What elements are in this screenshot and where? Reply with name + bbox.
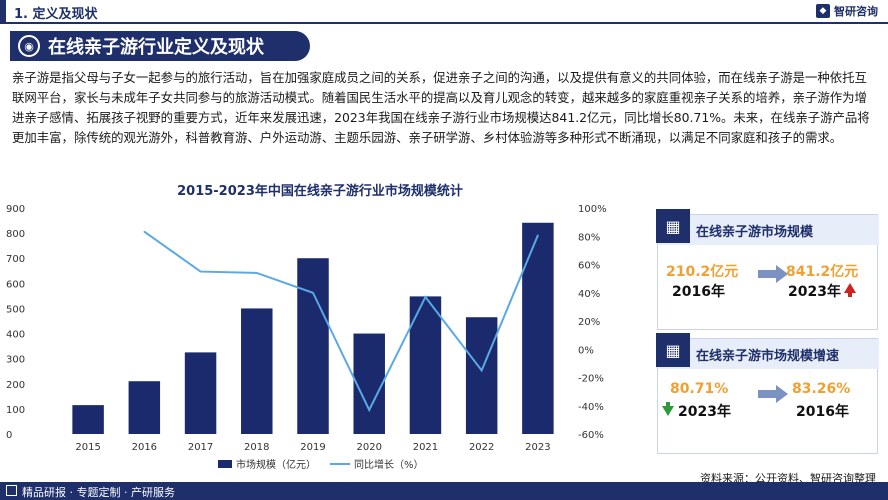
line-point: [312, 291, 314, 294]
down-arrow-stem: [666, 402, 670, 406]
growth-line: [143, 230, 539, 413]
x-tick-label: 2015: [75, 442, 100, 453]
x-tick-label: 2019: [300, 442, 325, 453]
y-right-tick-label: -60%: [578, 430, 604, 441]
stat-value: 210.2亿元: [666, 264, 739, 280]
y-right-tick-label: 60%: [578, 261, 600, 272]
y-left-tick-label: 200: [6, 380, 25, 391]
line-point: [424, 296, 427, 298]
chart-icon: ▦: [656, 209, 690, 243]
title-target-icon: ◉: [18, 35, 40, 57]
x-tick-label: 2021: [413, 442, 438, 453]
bar: [184, 352, 217, 434]
y-left-tick-label: 900: [6, 204, 25, 215]
x-tick-label: 2022: [469, 442, 494, 453]
bar: [353, 333, 385, 434]
bar: [297, 258, 329, 434]
footer-icon: [6, 485, 17, 496]
card-market-scale: ▦ 在线亲子游市场规模 210.2亿元 2016年 841.2亿元 2023年: [656, 209, 879, 330]
page-title: 在线亲子游行业定义及现状: [48, 37, 264, 58]
y-left-tick-label: 500: [6, 304, 25, 315]
card-growth-rate: ▦ 在线亲子游市场规模增速 80.71% 2023年 83.26% 2016年: [656, 333, 879, 454]
source-note: 资料来源：公开资料、智研咨询整理: [700, 472, 876, 485]
legend-bar-swatch: [218, 460, 232, 468]
x-tick-label: 2016: [132, 442, 157, 453]
bar: [465, 317, 498, 434]
y-right-tick-label: 100%: [578, 204, 607, 215]
bar: [241, 308, 273, 434]
up-arrow-icon: [844, 283, 856, 293]
y-left-tick-label: 0: [6, 430, 12, 441]
line-point: [480, 369, 483, 372]
section-label: 1. 定义及现状: [14, 7, 98, 22]
card-header: ▦ 在线亲子游市场规模: [656, 209, 879, 245]
legend-bar-label: 市场规模（亿元）: [236, 458, 316, 471]
y-left-tick-label: 600: [6, 279, 25, 290]
stat-value: 83.26%: [792, 381, 851, 397]
footer-text: 精品研报 · 专题定制 · 产研服务: [22, 486, 175, 499]
legend-line-label: 同比增长（%）: [354, 458, 424, 471]
stat-year: 2016年: [672, 284, 725, 300]
chart-icon: ▦: [656, 333, 690, 367]
up-arrow-stem: [848, 293, 852, 297]
x-tick-label: 2020: [356, 442, 381, 453]
stat-year: 2023年: [788, 284, 841, 300]
line-point: [537, 234, 539, 237]
stat-year: 2023年: [678, 404, 731, 420]
y-right-tick-label: 40%: [578, 289, 600, 300]
market-size-chart: 0 100 200 300 400 500 600 700 800 900 -60% -40% -20%…: [6, 204, 607, 471]
line-point: [199, 270, 202, 273]
y-left-tick-label: 300: [6, 355, 25, 366]
y-right-tick-label: -20%: [578, 374, 604, 385]
y-right-tick-label: 80%: [578, 232, 600, 243]
bar: [522, 222, 554, 434]
header-divider: [0, 22, 888, 24]
y-right-tick-label: 20%: [578, 317, 600, 328]
intro-paragraph: 亲子游是指父母与子女一起参与的旅行活动，旨在加强家庭成员之间的关系，促进亲子之间…: [12, 70, 870, 145]
y-left-tick-label: 700: [6, 254, 25, 265]
card-title: 在线亲子游市场规模增速: [696, 349, 840, 364]
logo-text: 智研咨询: [834, 5, 878, 18]
card-header: ▦ 在线亲子游市场规模增速: [656, 333, 879, 369]
y-right-tick-label: 0%: [578, 345, 594, 356]
line-point: [143, 230, 146, 233]
x-tick-label: 2023: [525, 442, 550, 453]
footer-bar: 精品研报 · 专题定制 · 产研服务: [0, 482, 888, 500]
bar: [128, 381, 161, 434]
title-banner: ◉ 在线亲子游行业定义及现状: [10, 31, 310, 61]
line-point: [368, 409, 371, 411]
top-header: 1. 定义及现状 ◆ 智研咨询: [0, 0, 888, 26]
arrow-right-icon: [758, 385, 788, 403]
y-left-tick-label: 400: [6, 330, 25, 341]
stat-value: 80.71%: [670, 381, 729, 397]
logo-icon: ◆: [816, 4, 830, 18]
x-tick-label: 2018: [244, 442, 269, 453]
brand-logo: ◆ 智研咨询: [816, 3, 878, 19]
y-left-tick-label: 800: [6, 229, 25, 240]
header-accent: [0, 0, 6, 22]
chart-title: 2015-2023年中国在线亲子游行业市场规模统计: [177, 184, 463, 199]
bar: [72, 405, 104, 434]
stat-year: 2016年: [796, 404, 849, 420]
y-right-tick-label: -40%: [578, 402, 604, 413]
x-tick-label: 2017: [188, 442, 213, 453]
line-point: [255, 272, 258, 274]
card-title: 在线亲子游市场规模: [696, 225, 814, 240]
down-arrow-icon: [662, 406, 674, 416]
stat-value: 841.2亿元: [786, 264, 859, 280]
arrow-right-icon: [758, 265, 788, 283]
y-left-tick-label: 100: [6, 405, 25, 416]
